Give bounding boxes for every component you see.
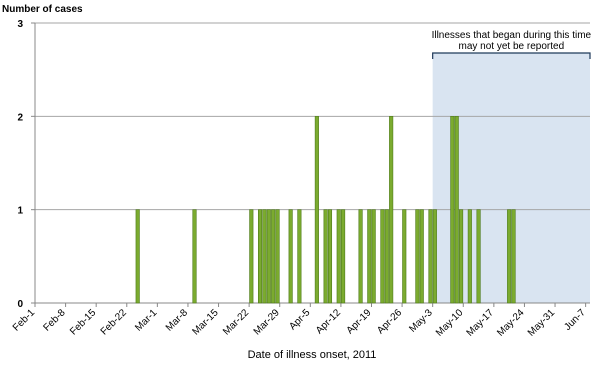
bar <box>511 209 516 304</box>
bar <box>380 209 385 304</box>
bar <box>454 116 459 304</box>
bar <box>258 209 263 304</box>
bar <box>467 209 472 304</box>
x-tick-label: Mar-1 <box>133 307 160 334</box>
bar <box>432 209 437 304</box>
bar <box>266 209 271 304</box>
annotation: Illnesses that began during this time <box>432 30 592 41</box>
x-tick-label: May-24 <box>495 307 527 339</box>
bar <box>192 209 197 304</box>
bar <box>367 209 372 304</box>
shade-bracket <box>432 52 591 59</box>
x-tick-label: Apr-5 <box>287 307 312 332</box>
bar <box>262 209 267 304</box>
shaded-region <box>432 53 590 303</box>
y-tick-label: 3 <box>17 19 23 30</box>
bar <box>402 209 407 304</box>
bar <box>288 209 293 304</box>
x-tick-label: Apr-26 <box>375 307 404 336</box>
y-tick-label: 2 <box>17 112 23 123</box>
x-tick-label: May-3 <box>407 307 435 335</box>
bar <box>371 209 376 304</box>
bar <box>419 209 424 304</box>
x-tick-label: Mar-29 <box>252 307 282 337</box>
x-tick-label: May-10 <box>434 307 466 339</box>
bar <box>275 209 280 304</box>
bar <box>507 209 512 304</box>
x-tick-label: Apr-19 <box>345 307 374 336</box>
y-tick-label: 1 <box>17 206 23 217</box>
bar <box>249 209 254 304</box>
x-tick-label: Mar-15 <box>190 307 220 337</box>
x-tick-label: Feb-1 <box>11 307 38 334</box>
bar <box>341 209 346 304</box>
x-tick-label: May-31 <box>526 307 558 339</box>
bar <box>459 209 464 304</box>
x-tick-label: Jun-7 <box>562 307 588 333</box>
y-axis-title: Number of cases <box>2 4 83 15</box>
bar <box>428 209 433 304</box>
x-tick-label: Feb-22 <box>99 307 129 337</box>
x-tick-label: Feb-15 <box>68 307 98 337</box>
x-tick-label: May-17 <box>465 307 497 339</box>
x-axis-title: Date of illness onset, 2011 <box>248 349 377 361</box>
bar <box>135 209 140 304</box>
x-tick-label: Mar-22 <box>221 307 251 337</box>
bar <box>358 209 363 304</box>
x-tick-label: Feb-8 <box>41 307 68 334</box>
bar <box>323 209 328 304</box>
x-tick-label: Mar-8 <box>164 307 191 334</box>
bar <box>476 209 481 304</box>
bar <box>384 209 389 304</box>
bar <box>327 209 333 304</box>
x-tick-label: Apr-12 <box>314 307 343 336</box>
y-tick-label: 0 <box>17 299 23 310</box>
bar <box>314 116 319 304</box>
bar <box>450 116 455 304</box>
bar <box>297 209 302 304</box>
bar <box>389 116 394 304</box>
bar <box>336 209 341 304</box>
bar <box>415 209 420 304</box>
bar <box>271 209 276 304</box>
annotation: may not yet be reported <box>459 41 565 52</box>
